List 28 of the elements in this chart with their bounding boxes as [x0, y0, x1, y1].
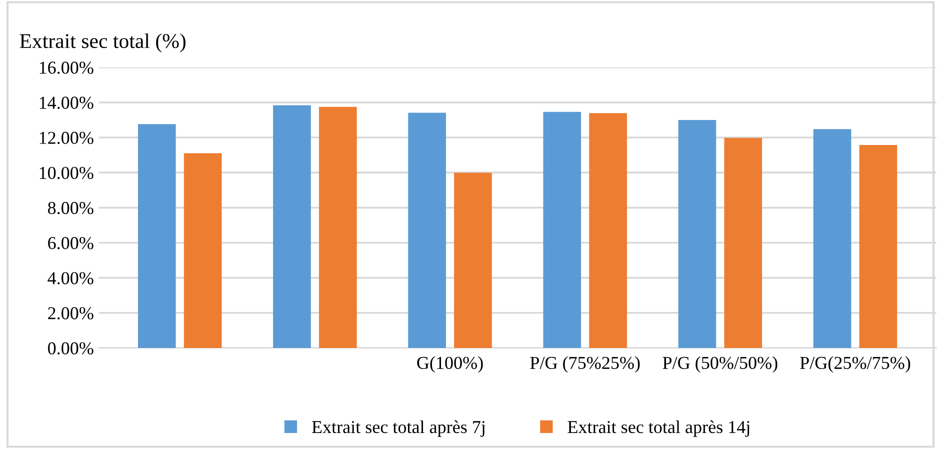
- bar: [408, 112, 446, 348]
- legend-label: Extrait sec total après 14j: [568, 420, 750, 437]
- bar: [184, 153, 222, 348]
- bar: [543, 112, 582, 348]
- bar: [454, 172, 492, 348]
- bar: [678, 120, 716, 348]
- y-tick-label: 14.00%: [40, 96, 94, 109]
- y-tick-label: 0.00%: [48, 342, 94, 354]
- y-tick-label: 6.00%: [48, 237, 94, 250]
- y-tick-label: 16.00%: [40, 62, 94, 74]
- bar: [138, 124, 176, 348]
- bar: [859, 145, 898, 348]
- x-tick-label: G(100%): [417, 356, 483, 373]
- bar: [318, 106, 357, 348]
- bar: [724, 138, 762, 348]
- y-tick-label: 2.00%: [48, 307, 94, 320]
- chart-title: Extrait sec total (%): [20, 33, 186, 52]
- bar: [813, 129, 852, 348]
- y-tick-label: 10.00%: [40, 166, 94, 180]
- x-tick-label: P/G (75%25%): [530, 356, 640, 373]
- bar: [589, 113, 627, 348]
- x-tick-label: P/G (50%/50%): [662, 356, 778, 373]
- bar: [273, 105, 311, 348]
- legend-label: Extrait sec total après 7j: [312, 420, 484, 437]
- x-tick-label: P/G(25%/75%): [800, 356, 910, 373]
- y-tick-label: 4.00%: [48, 272, 94, 284]
- y-tick-label: 8.00%: [48, 202, 94, 214]
- y-tick-label: 12.00%: [40, 132, 94, 144]
